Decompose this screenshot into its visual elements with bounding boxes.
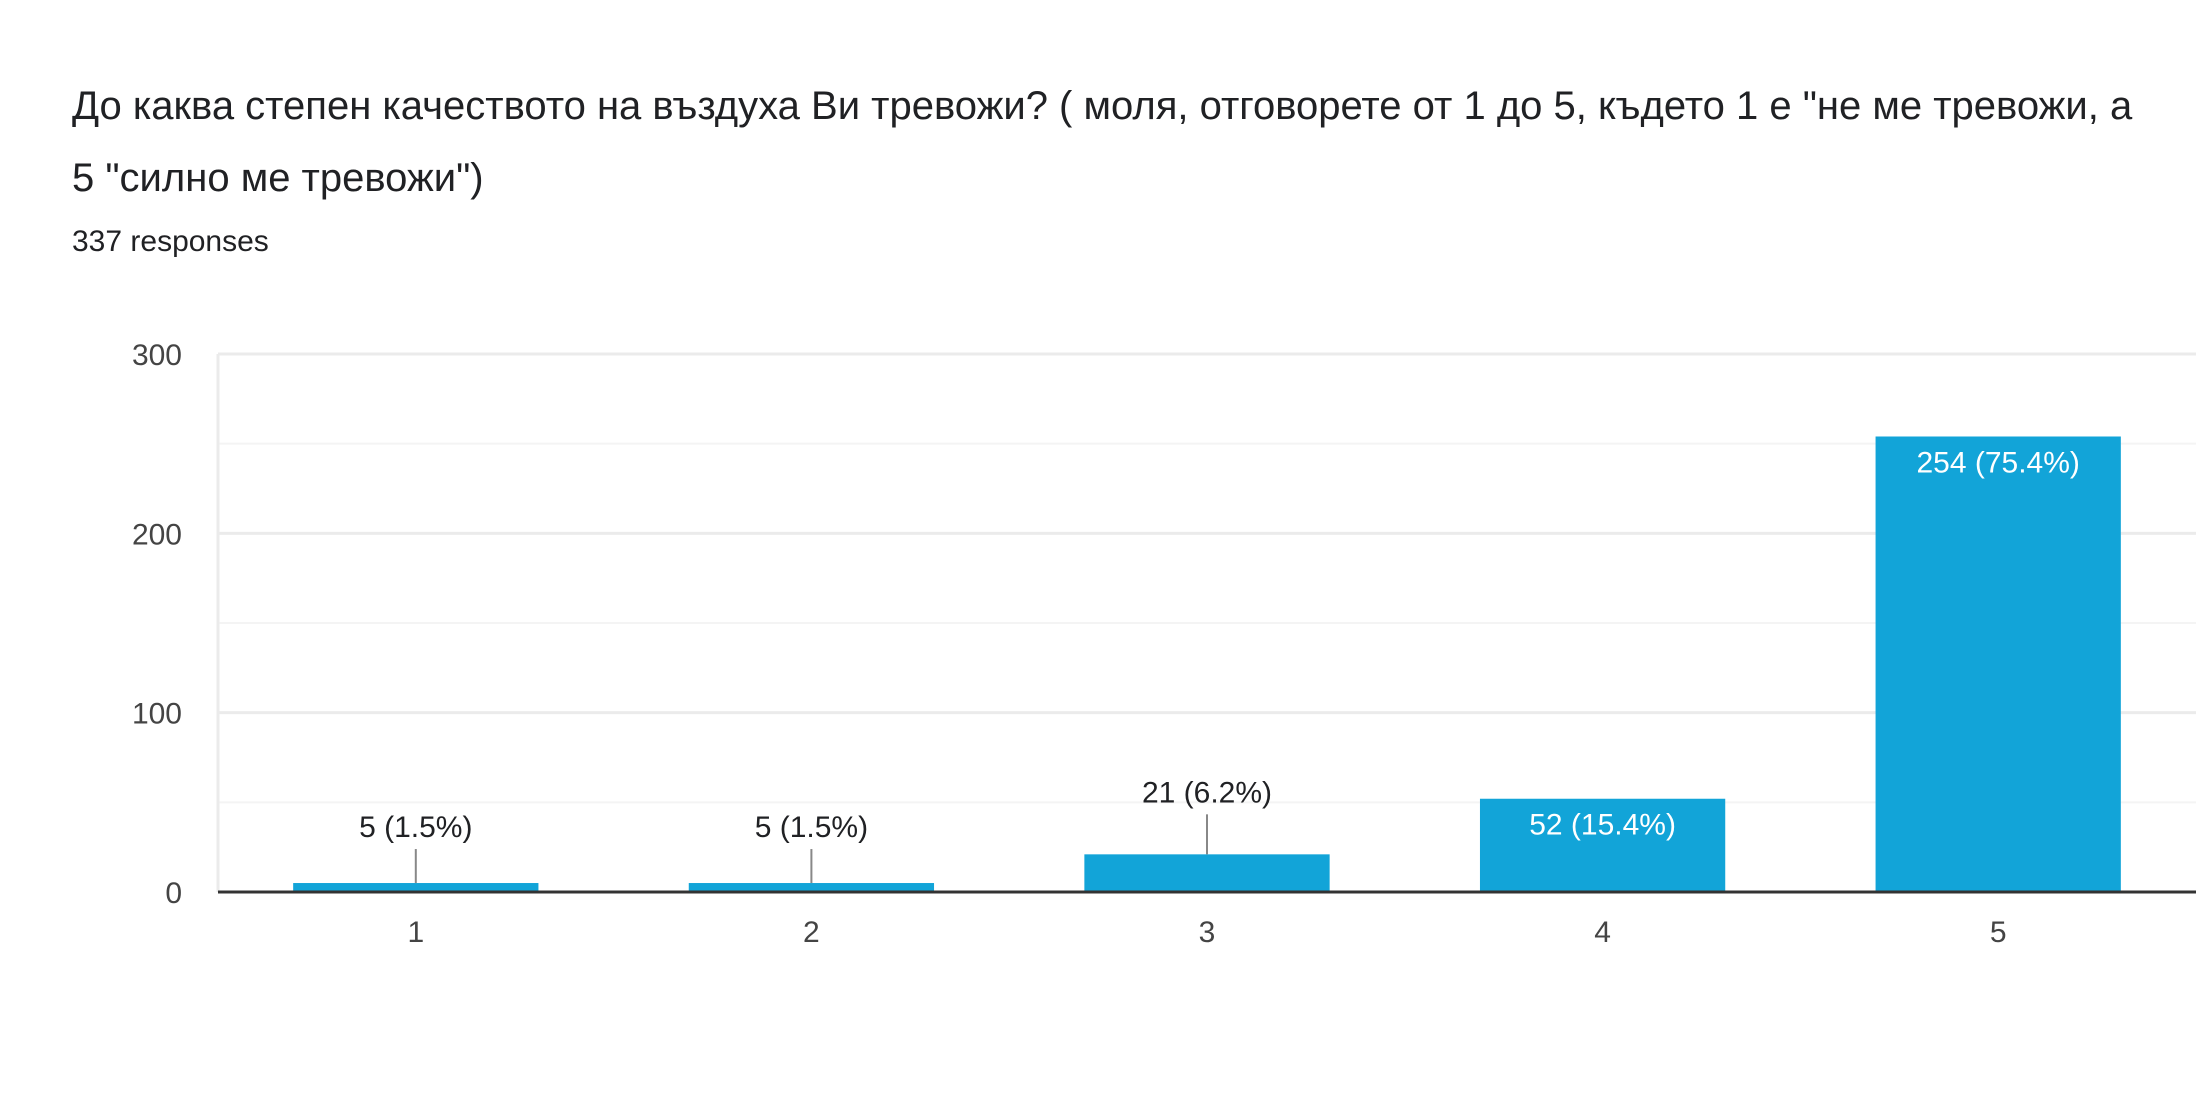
x-tick-label: 1 [407,916,424,949]
data-label: 5 (1.5%) [359,811,472,844]
bar-chart-svg: 0 100 200 300 1 5 (1.5%) 2 5 (1.5%) 3 21 (6.2%) 4 5… [132,339,2196,949]
grid-layer [216,352,2196,892]
bar-layer [293,436,2121,892]
bar [1875,436,2121,892]
y-tick-label: 200 [132,518,182,551]
y-tick-label: 300 [132,339,182,372]
response-count: 337 responses [72,225,269,258]
y-tick-label: 0 [165,877,182,910]
data-label: 21 (6.2%) [1142,776,1272,809]
label-layer: 0 100 200 300 1 5 (1.5%) 2 5 (1.5%) 3 21 (6.2%) 4 5… [132,339,2080,949]
data-label: 52 (15.4%) [1529,809,1676,842]
x-tick-label: 5 [1990,916,2007,949]
bar [293,883,539,892]
bar-chart: 0 100 200 300 1 5 (1.5%) 2 5 (1.5%) 3 21 (6.2%) 4 5… [0,300,2196,1020]
data-label: 254 (75.4%) [1916,446,2079,479]
y-tick-label: 100 [132,698,182,731]
x-tick-label: 2 [803,916,820,949]
question-title: До каква степен качеството на въздуха Ви… [72,84,2133,200]
x-tick-label: 4 [1594,916,1611,949]
bar [1479,798,1726,892]
x-tick-label: 3 [1199,916,1216,949]
data-label: 5 (1.5%) [755,811,868,844]
bar [1084,854,1330,892]
bar [688,883,935,892]
